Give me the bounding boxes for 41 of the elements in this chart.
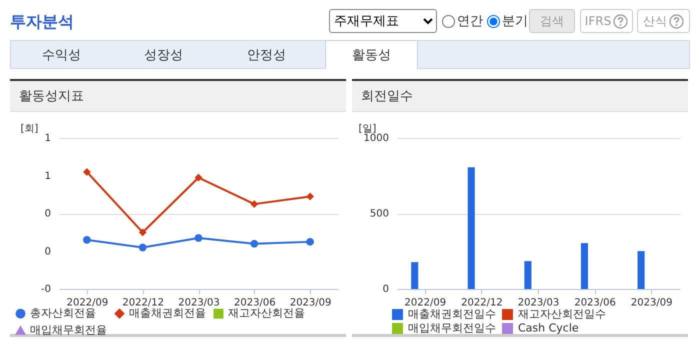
text: 분기 [501, 13, 528, 31]
legend-label: 매입채무회전일수 [408, 322, 496, 334]
x-tick-label: 2023/06 [574, 298, 616, 308]
text: 검색 [529, 9, 575, 33]
x-tick-label: 2023/03 [518, 298, 560, 308]
text: 투자분석 [10, 12, 74, 33]
y-axis-title: [일] [358, 124, 376, 134]
y-tick-label: -0 [41, 284, 51, 295]
chart-title: 회전일수 [352, 81, 688, 112]
legend-label: 매출채권회전일수 [408, 308, 496, 321]
y-tick-label: 1 [44, 170, 51, 182]
legend-label: 재고자산회전일수 [518, 308, 606, 321]
text: 주재무제표 [329, 9, 437, 33]
y-tick-label: 0 [44, 246, 51, 258]
legend-label: 매출채권회전율 [129, 306, 206, 320]
x-tick-label: 2023/03 [178, 298, 220, 308]
y-tick-label: 500 [370, 208, 389, 220]
text: 수익성 [41, 47, 82, 65]
text: 성장성 [143, 47, 184, 65]
text: 활동성 [325, 40, 418, 69]
text: 안정성 [246, 47, 287, 65]
y-tick-label: 0 [382, 284, 389, 295]
x-tick-label: 2022/12 [122, 298, 164, 308]
chart-title: 활동성지표 [10, 81, 346, 112]
y-tick-label: 1000 [364, 133, 389, 144]
x-tick-label: 2023/09 [290, 298, 332, 308]
x-tick-label: 2023/06 [234, 298, 276, 308]
x-tick-label: 2022/09 [404, 298, 446, 308]
text: 연간 [456, 13, 483, 31]
legend-label: 재고자산회전율 [228, 306, 305, 320]
y-axis-title: [회] [20, 124, 38, 134]
y-tick-label: 1 [44, 133, 51, 144]
x-tick-label: 2022/09 [66, 298, 108, 308]
legend-label: 매입채무회전율 [30, 324, 107, 336]
x-tick-label: 2022/12 [461, 298, 503, 308]
legend-label: 총자산회전율 [30, 306, 96, 320]
legend-label: Cash Cycle [518, 322, 579, 334]
y-tick-label: 0 [44, 208, 51, 220]
x-tick-label: 2023/09 [630, 298, 672, 308]
text: IFRS [584, 14, 612, 28]
text: 산식 [643, 12, 667, 30]
